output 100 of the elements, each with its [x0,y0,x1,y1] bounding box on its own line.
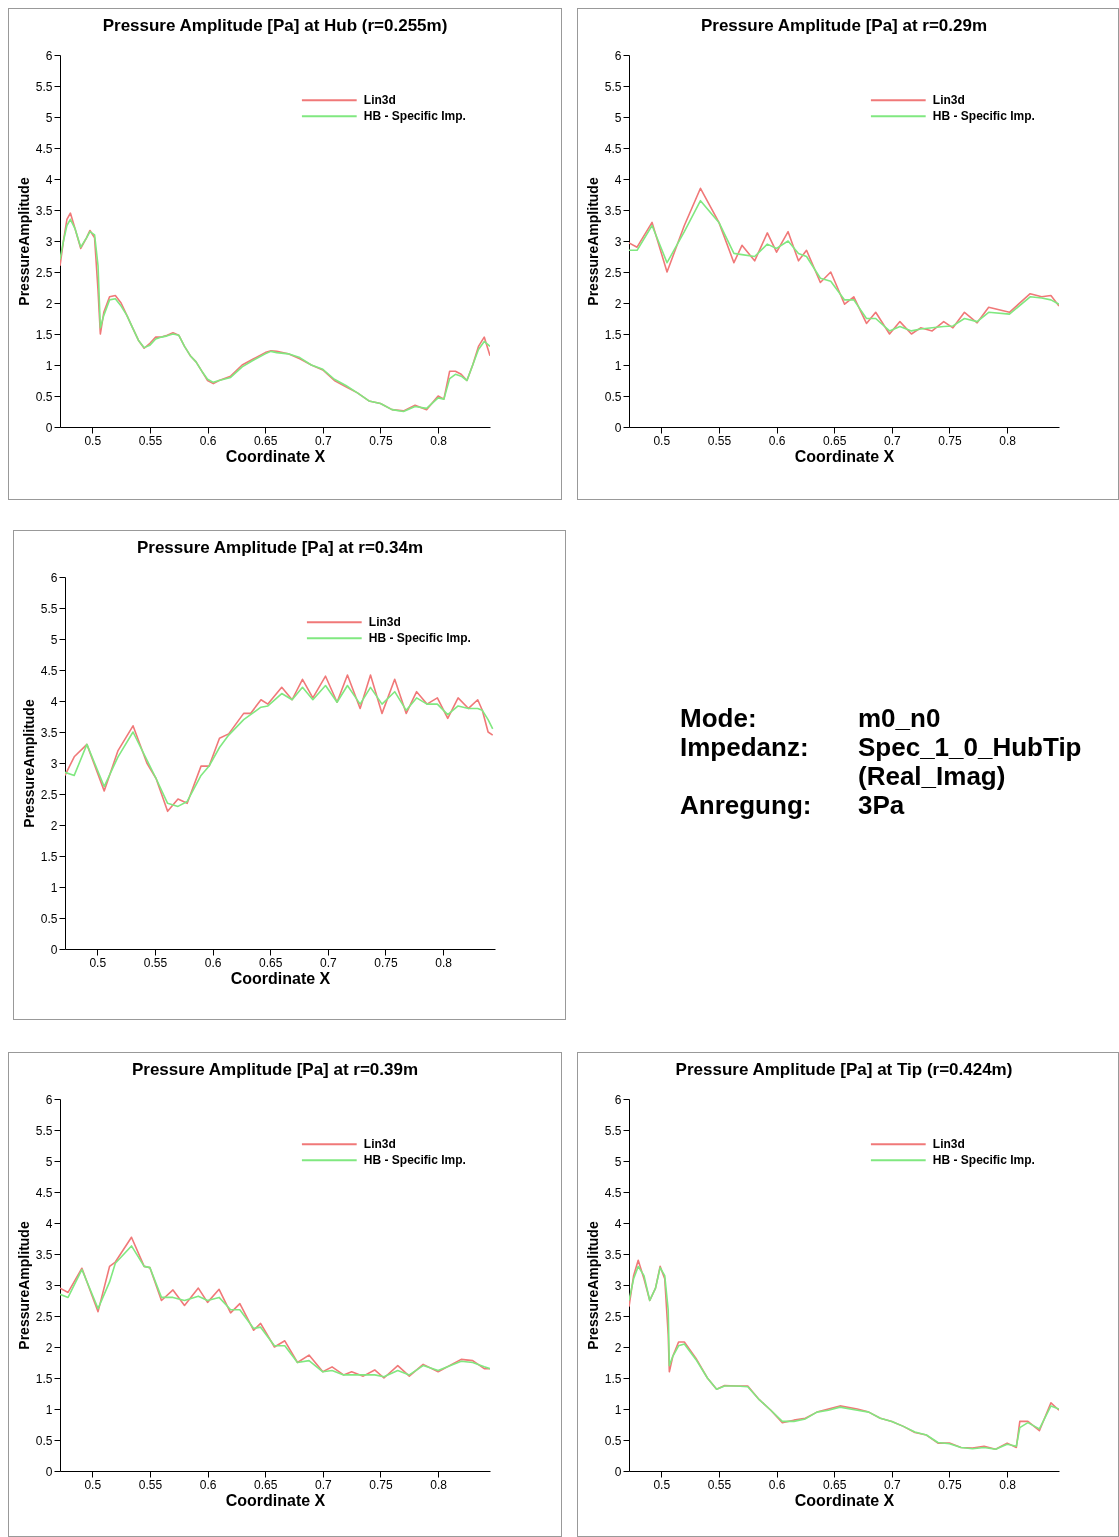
x-axis-title: Coordinate X [230,969,331,987]
y-tick-label: 1 [50,880,58,895]
x-tick-label: 0.6 [768,1477,786,1492]
legend-label: HB - Specific Imp. [368,631,471,646]
x-axis-title: Coordinate X [225,447,326,465]
y-tick-label: 6 [614,48,622,63]
y-tick-label: 3 [614,1278,622,1293]
y-tick-label: 4.5 [604,141,622,156]
y-tick-label: 1.5 [35,1371,53,1386]
y-tick-label: 2.5 [604,1309,622,1324]
x-tick-label: 0.75 [938,1477,962,1492]
text: Anregung: [680,790,813,820]
y-tick-label: 3.5 [35,1247,53,1262]
y-tick-label: 0 [614,1464,622,1479]
y-tick-label: 4.5 [40,663,58,678]
x-tick-label: 0.65 [823,433,847,448]
x-tick-label: 0.6 [199,433,217,448]
y-tick-label: 5.5 [604,79,622,94]
x-tick-label: 0.5 [89,955,107,970]
text: 3Pa [858,790,906,820]
text: Mode: [680,703,758,733]
y-tick-label: 4 [50,694,58,709]
y-tick-label: 2 [45,296,53,311]
y-tick-label: 1.5 [604,327,622,342]
x-axis-title: Coordinate X [794,1491,895,1509]
x-tick-label: 0.65 [254,1477,278,1492]
x-tick-label: 0.7 [884,1477,902,1492]
y-tick-label: 4 [614,1216,622,1231]
x-tick-label: 0.5 [653,1477,671,1492]
y-tick-label: 2 [614,296,622,311]
y-tick-label: 3.5 [40,725,58,740]
x-tick-label: 0.8 [999,433,1017,448]
y-tick-label: 2.5 [35,1309,53,1324]
x-tick-label: 0.8 [430,1477,448,1492]
x-tick-label: 0.75 [374,955,398,970]
y-tick-label: 4 [614,172,622,187]
y-tick-label: 5 [45,110,53,125]
x-tick-label: 0.55 [707,1477,732,1492]
chart-title: Pressure Amplitude [Pa] at r=0.34m [136,538,424,557]
legend-label: Lin3d [363,1137,396,1152]
x-axis-title: Coordinate X [225,1491,326,1509]
chart-title: Pressure Amplitude [Pa] at r=0.39m [131,1060,419,1079]
y-tick-label: 5.5 [35,1123,53,1138]
y-tick-label: 3 [614,234,622,249]
y-tick-label: 1 [45,1402,53,1417]
legend-label: HB - Specific Imp. [932,1153,1035,1168]
y-tick-label: 2 [45,1340,53,1355]
x-tick-label: 0.75 [369,433,393,448]
y-tick-label: 3.5 [604,1247,622,1262]
x-tick-label: 0.65 [823,1477,847,1492]
y-tick-label: 4.5 [604,1185,622,1200]
x-tick-label: 0.55 [707,433,732,448]
y-tick-label: 2.5 [604,265,622,280]
y-tick-label: 1 [614,1402,622,1417]
y-axis-title: PressureAmplitude [20,699,37,828]
y-tick-label: 6 [45,1092,53,1107]
y-tick-label: 4 [45,172,53,187]
x-tick-label: 0.7 [315,433,333,448]
y-tick-label: 5 [614,110,622,125]
y-tick-label: 1 [614,358,622,373]
x-tick-label: 0.8 [435,955,453,970]
y-tick-label: 5 [614,1154,622,1169]
legend-label: HB - Specific Imp. [932,109,1035,124]
y-tick-label: 0.5 [35,1433,53,1448]
chart-title: Pressure Amplitude [Pa] at Tip (r=0.424m) [675,1060,1013,1079]
x-tick-label: 0.55 [138,433,163,448]
y-tick-label: 2 [50,818,58,833]
y-tick-label: 3.5 [35,203,53,218]
chart-title: Pressure Amplitude [Pa] at r=0.29m [700,16,988,35]
x-tick-label: 0.6 [199,1477,217,1492]
y-tick-label: 3.5 [604,203,622,218]
y-tick-label: 1 [45,358,53,373]
x-tick-label: 0.8 [999,1477,1017,1492]
chart-title: Pressure Amplitude [Pa] at Hub (r=0.255m) [102,16,448,35]
y-tick-label: 4.5 [35,1185,53,1200]
x-tick-label: 0.5 [653,433,671,448]
x-tick-label: 0.65 [259,955,283,970]
x-tick-label: 0.75 [938,433,962,448]
y-axis-title: PressureAmplitude [15,1221,32,1350]
y-tick-label: 0.5 [40,911,58,926]
x-tick-label: 0.6 [768,433,786,448]
y-tick-label: 2.5 [35,265,53,280]
y-tick-label: 3 [45,1278,53,1293]
text: Spec_1_0_HubTip (Real_Imag) [858,732,1083,791]
y-tick-label: 0 [45,420,53,435]
x-tick-label: 0.55 [143,955,168,970]
x-tick-label: 0.5 [84,1477,102,1492]
y-tick-label: 1.5 [35,327,53,342]
y-tick-label: 2.5 [40,787,58,802]
x-tick-label: 0.75 [369,1477,393,1492]
y-tick-label: 5.5 [40,601,58,616]
y-tick-label: 6 [614,1092,622,1107]
y-tick-label: 0 [614,420,622,435]
x-tick-label: 0.5 [84,433,102,448]
y-tick-label: 0.5 [604,1433,622,1448]
text: Impedanz: [680,732,810,764]
y-tick-label: 1.5 [604,1371,622,1386]
legend-label: Lin3d [363,93,396,108]
x-tick-label: 0.65 [254,433,278,448]
y-tick-label: 3 [45,234,53,249]
